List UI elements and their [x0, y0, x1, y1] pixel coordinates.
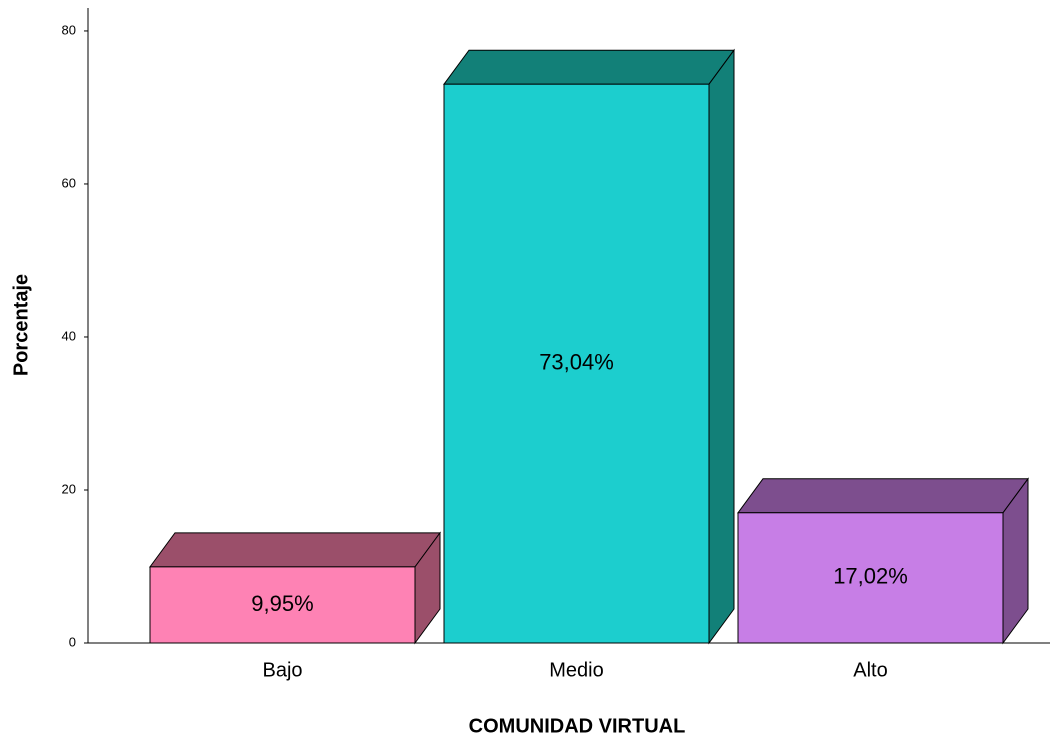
x-axis-label: COMUNIDAD VIRTUAL	[469, 715, 686, 737]
bar-side	[708, 48, 735, 645]
data-label: 9,95%	[251, 591, 313, 616]
y-tick-label: 80	[62, 22, 76, 37]
y-tick-label: 40	[62, 328, 76, 343]
data-label: 73,04%	[539, 349, 614, 374]
bar-top	[149, 532, 441, 568]
bar	[149, 566, 416, 644]
x-tick-label: Medio	[549, 659, 603, 681]
bar-top	[737, 478, 1029, 514]
bar	[737, 512, 1004, 644]
x-tick-label: Alto	[853, 659, 887, 681]
bar	[443, 83, 710, 644]
x-tick-label: Bajo	[262, 659, 302, 681]
bar-top	[443, 49, 735, 85]
data-label: 17,02%	[833, 564, 908, 589]
y-tick-label: 20	[62, 481, 76, 496]
y-axis-label: Porcentaje	[10, 274, 32, 376]
y-tick-label: 0	[69, 634, 76, 649]
y-tick-label: 60	[62, 175, 76, 190]
